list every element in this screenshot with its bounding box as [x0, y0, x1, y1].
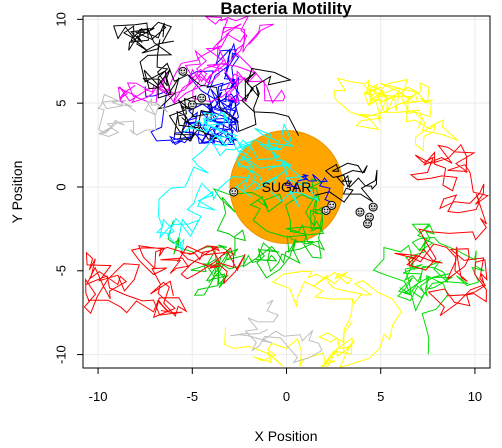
- y-tick-label-3: 5: [53, 100, 68, 107]
- bacterium-path-5: [155, 111, 320, 254]
- bacterium-path-2: [113, 21, 300, 142]
- x-tick-label-3: 5: [377, 389, 384, 404]
- bacterium-marker-2: [187, 100, 197, 110]
- plot-area: SUGAR: [83, 16, 489, 368]
- x-axis-label: X Position: [254, 428, 317, 444]
- bacterium-path-9: [224, 270, 402, 368]
- x-tick-label-4: 10: [468, 389, 482, 404]
- bacteria-markers: [178, 66, 378, 229]
- bacterium-marker-8: [321, 205, 331, 215]
- sugar-label: SUGAR: [262, 179, 312, 195]
- bacterium-marker-4: [368, 202, 378, 212]
- bacterium-marker-6: [363, 219, 373, 229]
- bacterium-path-12: [314, 162, 378, 203]
- y-tick-label-0: -10: [53, 345, 68, 364]
- x-tick-label-1: -5: [187, 389, 199, 404]
- y-axis-ticks: -10 -5 0 5 10: [53, 12, 83, 364]
- bacterium-path-6: [83, 245, 246, 319]
- bacterium-path-7: [394, 143, 489, 317]
- bacterium-marker-7: [355, 207, 365, 217]
- bacterium-path-0: [144, 42, 240, 146]
- y-tick-label-2: 0: [53, 183, 68, 190]
- bacterium-path-8: [333, 77, 459, 152]
- bacteria-paths: [83, 16, 489, 368]
- bacterium-marker-1: [197, 93, 207, 103]
- bacterium-marker-0: [178, 66, 188, 76]
- x-tick-label-0: -10: [89, 389, 108, 404]
- bacterium-path-10: [97, 93, 168, 138]
- x-tick-label-2: 0: [283, 389, 290, 404]
- x-axis-ticks: -10 -5 0 5 10: [89, 368, 482, 404]
- bacterium-path-4: [372, 223, 485, 355]
- bacterium-marker-3: [229, 187, 239, 197]
- bacterium-path-13: [284, 173, 332, 203]
- y-tick-label-1: -5: [53, 265, 68, 277]
- bacterium-marker-9: [327, 200, 337, 210]
- chart-title: Bacteria Motility: [220, 0, 352, 18]
- y-tick-label-4: 10: [53, 12, 68, 26]
- y-axis-label: Y Position: [9, 161, 25, 224]
- bacterium-path-11: [230, 299, 323, 364]
- bacterium-path-3: [167, 177, 326, 296]
